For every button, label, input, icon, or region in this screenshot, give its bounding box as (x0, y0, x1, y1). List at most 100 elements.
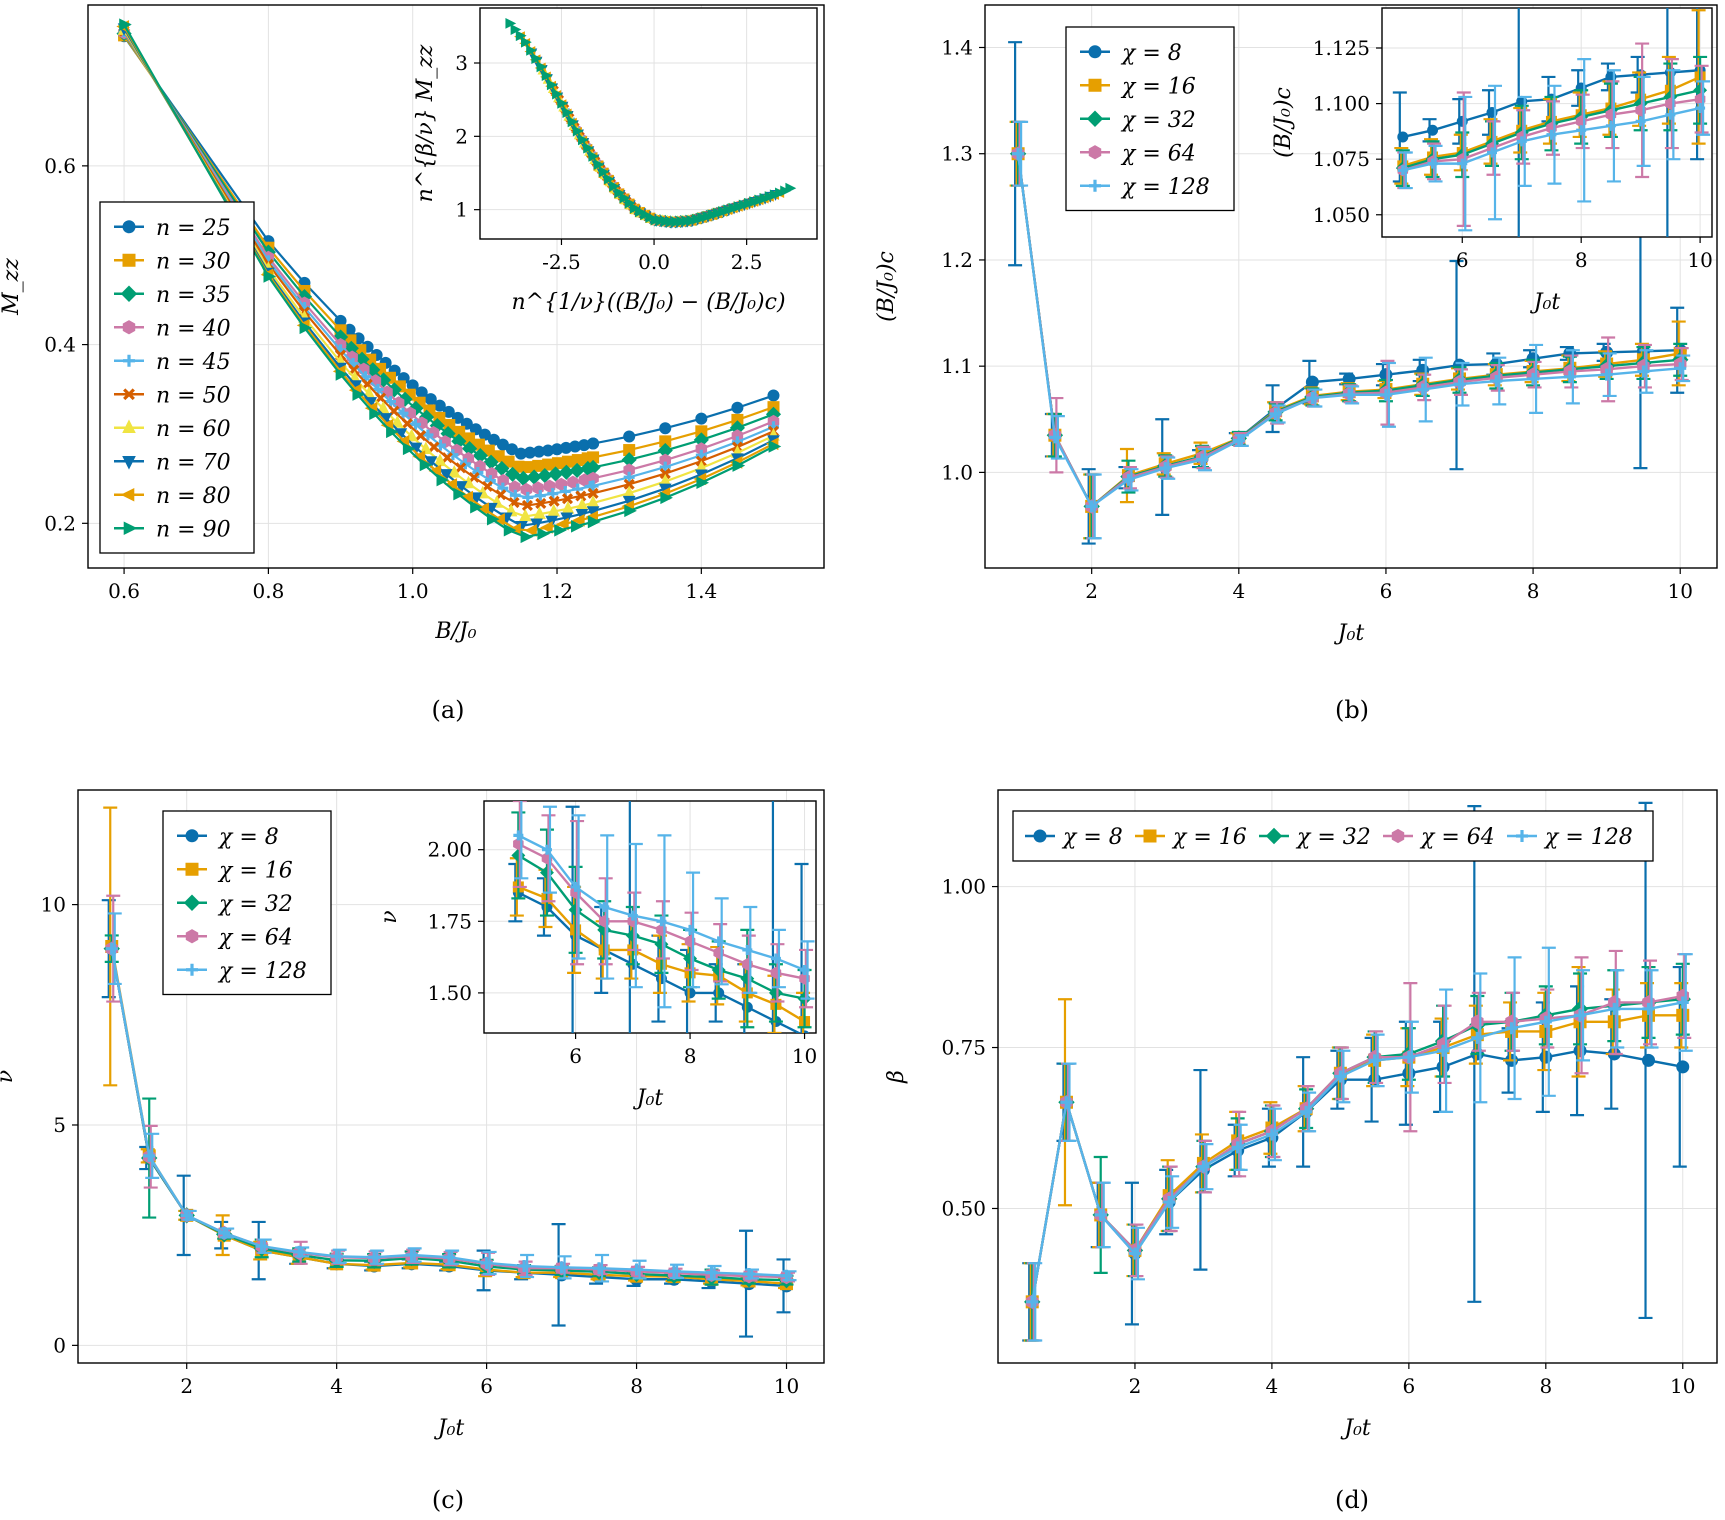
legend-marker (122, 320, 136, 335)
legend-marker (185, 929, 199, 944)
data-point (330, 1250, 343, 1263)
data-point (534, 490, 546, 502)
data-point (1600, 368, 1613, 381)
data-point (455, 462, 467, 474)
data-point (513, 830, 524, 841)
legend-marker (1089, 179, 1101, 192)
data-point (1635, 116, 1646, 127)
data-point (635, 206, 646, 218)
data-point (504, 466, 521, 482)
legend-entry: χ = 128 (1120, 175, 1210, 200)
caption-a: (a) (431, 696, 464, 724)
data-point (1402, 1051, 1415, 1064)
series-line (123, 31, 774, 499)
data-point (1437, 1044, 1450, 1057)
data-point (470, 500, 483, 514)
data-point (453, 487, 466, 501)
legend-entry: n = 35 (156, 283, 231, 308)
data-point (443, 1251, 456, 1264)
x-tick-label: 6 (1402, 1374, 1415, 1398)
data-point (1343, 388, 1356, 401)
data-point (535, 497, 547, 509)
y-tick-label: 1.0 (941, 460, 973, 484)
data-point (743, 197, 755, 209)
data-point (415, 430, 427, 442)
data-point (1397, 165, 1408, 176)
series-line (123, 30, 774, 507)
data-point (659, 461, 671, 473)
data-point (695, 412, 708, 425)
data-point (588, 515, 601, 529)
legend-entry: n = 45 (156, 350, 231, 375)
data-point (369, 407, 382, 420)
x-tick-label: 8 (1527, 579, 1540, 603)
data-point (439, 469, 453, 482)
legend-marker (120, 487, 135, 502)
data-point (480, 1256, 493, 1269)
x-axis-label: J₀t (434, 1416, 465, 1441)
data-point (299, 321, 313, 335)
x-axis-label: J₀t (1334, 621, 1365, 646)
data-point (630, 1263, 643, 1276)
data-point (520, 530, 534, 544)
x-tick-label: -2.5 (542, 250, 581, 274)
y-axis-label: M_zz (0, 258, 24, 316)
series-line (1031, 1049, 1683, 1303)
data-point (561, 455, 574, 468)
data-point (785, 182, 797, 194)
legend-marker (1391, 828, 1405, 844)
data-point (469, 423, 482, 436)
data-point (419, 441, 433, 455)
data-point (419, 458, 433, 472)
x-tick-label: 4 (330, 1374, 343, 1398)
legend-marker (122, 455, 136, 470)
data-point (1334, 1070, 1347, 1083)
x-tick-label: 8 (1539, 1374, 1552, 1398)
y-axis-label: ν (377, 910, 402, 923)
data-point (476, 502, 489, 516)
plot-background (484, 801, 816, 1033)
panel-d: 2 4 6 8 10 0.50 0.75 1.00 J₀t β χ = 8 χ = 16 χ = 32 χ… (884, 789, 1718, 1441)
legend-entry: χ = 32 (217, 892, 293, 917)
legend-entry: χ = 8 (1120, 41, 1182, 66)
data-point (743, 1267, 756, 1280)
y-tick-label: 0.4 (44, 333, 76, 357)
data-point (402, 442, 416, 456)
legend-entry: n = 70 (156, 450, 231, 475)
data-point (105, 942, 118, 955)
data-point (386, 425, 399, 439)
data-point (521, 36, 532, 48)
data-point (609, 180, 620, 192)
data-point (738, 199, 750, 211)
data-point (769, 189, 781, 201)
data-point (505, 17, 517, 29)
data-point (1505, 1022, 1518, 1035)
plot-area (508, 801, 815, 1033)
x-tick-label: 6 (480, 1374, 493, 1398)
data-point (587, 437, 600, 450)
data-point (1642, 1002, 1655, 1015)
data-point (1265, 1128, 1278, 1141)
data-point (754, 194, 766, 206)
legend-marker (1088, 45, 1102, 59)
legend-entry: χ = 32 (1120, 108, 1196, 133)
x-tick-label: 10 (1667, 579, 1692, 603)
data-point (712, 207, 724, 219)
data-point (587, 487, 599, 499)
y-axis-label: (B/J₀)c (1271, 87, 1296, 158)
data-point (567, 116, 579, 128)
data-point (546, 79, 558, 91)
y-tick-label: 0.2 (44, 511, 76, 535)
data-point (1232, 434, 1245, 447)
data-point (526, 44, 538, 56)
data-point (540, 521, 553, 534)
x-tick-label: 8 (1575, 248, 1588, 272)
data-point (1674, 362, 1687, 375)
data-point (555, 1261, 568, 1274)
data-point (1563, 370, 1576, 383)
data-point (593, 159, 605, 170)
data-point (1397, 131, 1409, 143)
data-point (1379, 368, 1393, 382)
data-point (659, 468, 671, 480)
data-point (503, 523, 517, 537)
